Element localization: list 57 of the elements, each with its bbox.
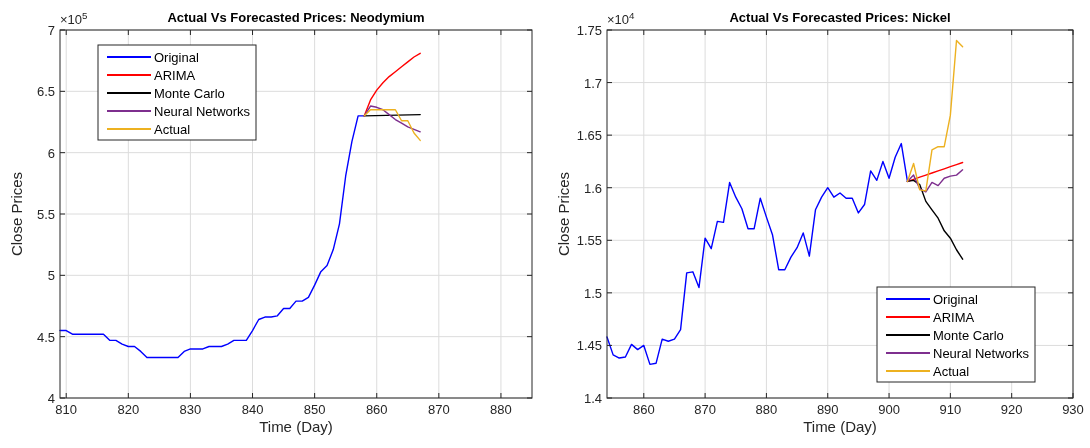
legend-label: Actual (933, 364, 970, 379)
chart-title: Actual Vs Forecasted Prices: Nickel (729, 10, 951, 25)
x-tick-label: 870 (694, 402, 716, 417)
chart-title: Actual Vs Forecasted Prices: Neodymium (167, 10, 425, 25)
text: ×10$^{4}$ (607, 9, 636, 27)
y-tick-label: 1.5 (583, 285, 602, 301)
y-tick-label: 5 (47, 268, 55, 284)
y-tick-label: 1.75 (576, 23, 602, 38)
legend-label: Neural Networks (933, 346, 1030, 361)
x-tick-label: 810 (55, 402, 78, 417)
legend-label: Neural Networks (154, 104, 251, 119)
y-tick-label: 1.65 (576, 128, 602, 144)
x-tick-label: 870 (427, 402, 450, 417)
line-series (363, 105, 421, 133)
x-tick-label: 850 (303, 402, 326, 417)
line-series (906, 169, 964, 193)
y-tick-label: 1.6 (583, 180, 602, 196)
x-tick-label: 910 (939, 402, 962, 417)
line-series (606, 142, 909, 366)
x-tick-label: 890 (816, 402, 839, 417)
y-tick-label: 7 (47, 23, 55, 38)
x-tick-label: 900 (878, 402, 900, 417)
x-tick-label: 880 (490, 402, 512, 417)
line-series (906, 39, 964, 192)
y-axis-title: Close Prices (8, 171, 25, 257)
x-tick-label: 840 (241, 402, 264, 417)
line-series (59, 115, 366, 359)
x-tick-label: 830 (179, 402, 202, 417)
legend-label: Monte Carlo (933, 328, 1004, 343)
x-tick-label: 820 (117, 402, 140, 417)
x-tick-label: 860 (365, 402, 388, 417)
y-axis-title: Close Prices (555, 171, 572, 257)
line-series (363, 109, 421, 142)
legend-label: Original (933, 292, 978, 307)
line-series (906, 179, 964, 260)
y-tick-label: 6.5 (36, 84, 55, 100)
x-tick-label: 880 (755, 402, 778, 417)
y-tick-label: 1.45 (576, 338, 602, 354)
y-tick-label: 4 (47, 391, 55, 406)
line-series (363, 52, 421, 117)
legend-label: Monte Carlo (154, 86, 225, 101)
legend-label: ARIMA (154, 68, 196, 83)
y-tick-label: 1.4 (583, 391, 602, 406)
x-tick-label: 860 (632, 402, 655, 417)
legend-label: Original (154, 50, 199, 65)
y-tick-label: 5.5 (36, 207, 55, 222)
y-tick-label: 1.55 (576, 233, 602, 249)
y-tick-label: 6 (47, 145, 55, 161)
x-axis-title: Time (Day) (803, 418, 877, 435)
x-axis-title: Time (Day) (259, 418, 333, 435)
x-tick-label: 930 (1062, 402, 1084, 417)
y-tick-label: 4.5 (36, 329, 55, 345)
x-tick-label: 920 (1000, 402, 1023, 417)
text: ×10$^{5}$ (60, 9, 89, 27)
y-tick-label: 1.7 (583, 75, 602, 91)
legend-label: ARIMA (933, 310, 975, 325)
legend-label: Actual (154, 122, 191, 137)
